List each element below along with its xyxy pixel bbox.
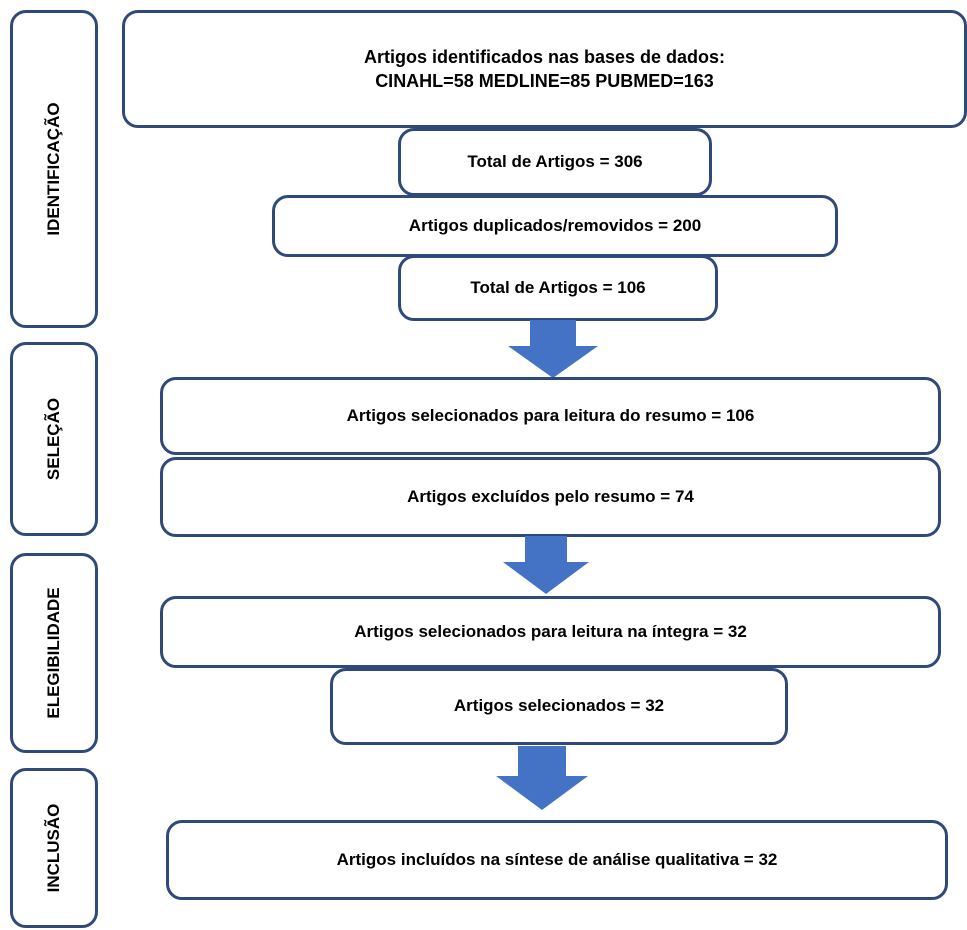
box-selected: Artigos selecionados = 32 [330, 668, 788, 745]
identified-line-2: CINAHL=58 MEDLINE=85 PUBMED=163 [375, 71, 714, 91]
down-arrow-2-shape [503, 536, 589, 594]
identified-line-1: Artigos identificados nas bases de dados… [363, 46, 726, 67]
duplicates-label: Artigos duplicados/removidos = 200 [408, 215, 702, 235]
total-306-label: Total de Artigos = 306 [467, 151, 643, 171]
total-106-label: Total de Artigos = 106 [470, 277, 646, 297]
abstract-excluded-label: Artigos excluídos pelo resumo = 74 [407, 486, 694, 506]
fulltext-selected-label: Artigos selecionados para leitura na ínt… [354, 621, 747, 641]
down-arrow-1-shape [508, 320, 598, 378]
box-included: Artigos incluídos na síntese de análise … [166, 820, 948, 900]
stage-identificacao: IDENTIFICAÇÃO [10, 10, 98, 328]
abstract-selected-label: Artigos selecionados para leitura do res… [346, 405, 755, 425]
included-label: Artigos incluídos na síntese de análise … [336, 849, 778, 869]
stage-identificacao-label: IDENTIFICAÇÃO [44, 102, 63, 236]
box-fulltext-selected: Artigos selecionados para leitura na ínt… [160, 596, 941, 668]
stage-inclusao: INCLUSÃO [10, 768, 98, 928]
down-arrow-3-shape [496, 746, 588, 810]
stage-inclusao-label: INCLUSÃO [44, 803, 63, 893]
box-identified-databases: Artigos identificados nas bases de dados… [122, 10, 967, 128]
down-arrow-1 [508, 320, 598, 378]
stage-selecao: SELEÇÃO [10, 342, 98, 536]
box-abstract-excluded: Artigos excluídos pelo resumo = 74 [160, 457, 941, 537]
box-total-106: Total de Artigos = 106 [398, 255, 718, 321]
box-total-306: Total de Artigos = 306 [398, 128, 712, 196]
box-abstract-selected: Artigos selecionados para leitura do res… [160, 377, 941, 455]
box-duplicates-removed: Artigos duplicados/removidos = 200 [272, 195, 838, 257]
down-arrow-2 [503, 536, 589, 594]
stage-elegibilidade-label: ELEGIBILIDADE [44, 587, 63, 719]
selected-label: Artigos selecionados = 32 [453, 696, 665, 716]
stage-elegibilidade: ELEGIBILIDADE [10, 553, 98, 753]
down-arrow-3 [496, 746, 588, 810]
stage-selecao-label: SELEÇÃO [44, 397, 63, 481]
